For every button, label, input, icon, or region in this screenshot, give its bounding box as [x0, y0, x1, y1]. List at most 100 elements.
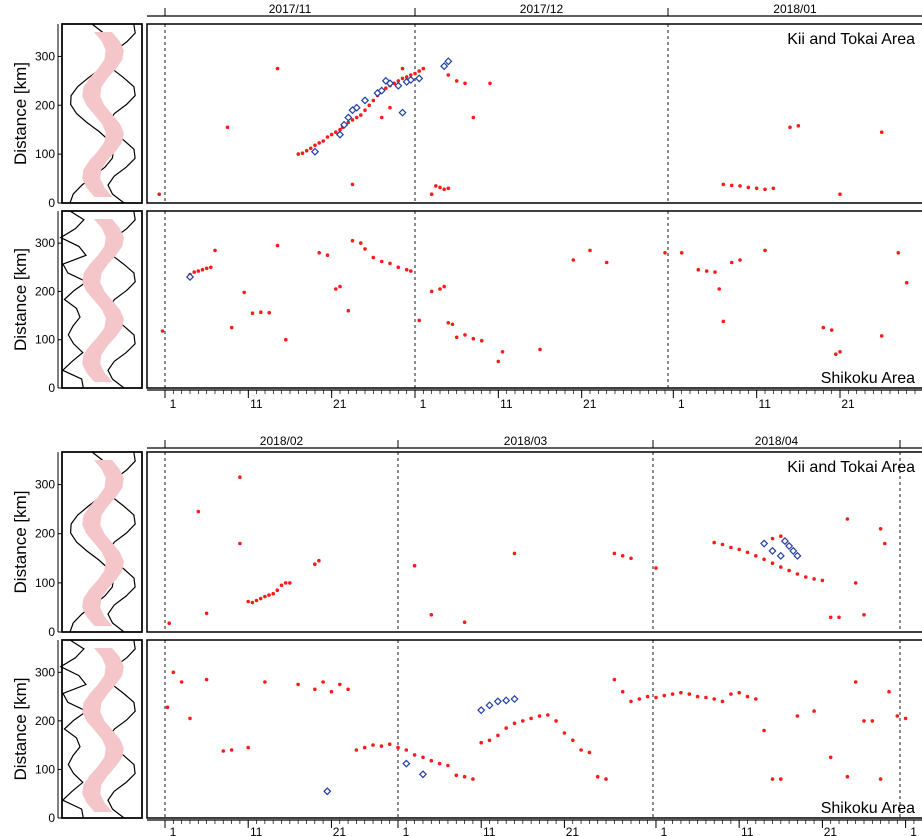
tremor-point — [404, 748, 409, 752]
tremor-point — [367, 103, 372, 108]
tremor-point — [878, 527, 883, 531]
tremor-point — [500, 350, 505, 354]
y-axis-label: Distance [km] — [11, 491, 30, 594]
tremor-point — [283, 581, 288, 585]
vlf-point — [323, 787, 332, 796]
vlf-point — [352, 103, 361, 112]
tremor-point — [275, 588, 280, 592]
tremor-point — [771, 186, 776, 191]
tremor-point — [679, 690, 683, 695]
tremor-point — [188, 716, 192, 721]
tremor-point — [350, 182, 355, 187]
day-tick-label: 1 — [678, 397, 685, 411]
tremor-point — [763, 187, 767, 192]
tremor-point — [704, 695, 708, 700]
tremor-point — [838, 350, 842, 354]
vlf-point — [780, 537, 789, 546]
tremor-point — [421, 66, 426, 71]
tremor-point — [479, 338, 484, 343]
tremor-point — [512, 721, 517, 726]
tremor-point — [417, 69, 422, 73]
tremor-point — [271, 591, 276, 596]
vlf-point — [377, 86, 386, 95]
tremor-point — [363, 247, 367, 251]
tremor-point — [379, 744, 384, 748]
tremor-point — [571, 258, 576, 262]
panel-kii-tokai: 0 100 200 300 Distance [km] Kii and Tokai Are… — [11, 451, 922, 639]
tremor-point — [729, 692, 733, 696]
tremor-point — [363, 108, 367, 112]
tremor-point — [787, 568, 791, 573]
tremor-point — [225, 125, 230, 130]
tremor-point — [267, 310, 272, 315]
tremor-point — [354, 115, 359, 120]
tremor-point — [371, 98, 376, 103]
tremor-point — [538, 347, 542, 352]
tremor-point — [695, 694, 700, 699]
tremor-point — [754, 554, 758, 558]
tremor-point — [221, 749, 226, 753]
tremor-point — [275, 243, 280, 248]
tremor-point — [812, 709, 816, 713]
day-tick-label: 1 — [661, 825, 668, 836]
tremor-point — [779, 777, 783, 781]
tremor-point — [165, 705, 170, 710]
y-tick-label: 200 — [35, 527, 55, 541]
tremor-point — [213, 248, 217, 253]
tremor-point — [812, 577, 816, 581]
tremor-point — [329, 132, 334, 137]
tremor-point — [313, 143, 317, 148]
tremor-point — [359, 113, 363, 117]
tremor-point — [828, 755, 833, 760]
y-tick-label: 300 — [35, 665, 55, 679]
tremor-point — [263, 680, 267, 684]
area-label: Kii and Tokai Area — [787, 31, 915, 48]
tremor-point — [487, 738, 492, 743]
tremor-point — [329, 689, 334, 694]
tremor-point — [529, 716, 533, 721]
tremor-point — [795, 572, 800, 576]
tremor-point — [442, 187, 447, 192]
tremor-point — [895, 714, 900, 718]
day-tick-label: 11 — [741, 825, 754, 836]
tremor-point — [837, 615, 841, 620]
tremor-point — [762, 557, 766, 562]
tremor-zone-map — [82, 460, 124, 626]
tremor-point — [317, 251, 322, 255]
tremor-point — [204, 266, 209, 271]
tremor-point — [904, 280, 909, 285]
tremor-point — [325, 253, 330, 257]
area-label: Shikoku Area — [821, 370, 915, 387]
area-label: Shikoku Area — [821, 800, 915, 817]
tremor-point — [412, 753, 417, 757]
tremor-point — [687, 692, 692, 696]
tremor-point — [429, 758, 434, 763]
day-tick-label: 21 — [566, 825, 580, 836]
tremor-point — [409, 269, 413, 273]
tremor-point — [242, 290, 246, 295]
tremor-point — [346, 308, 351, 313]
tremor-point — [745, 694, 750, 699]
tremor-point — [238, 541, 242, 546]
tremor-point — [587, 750, 592, 755]
day-tick-label: 1 — [170, 397, 177, 411]
tremor-point — [879, 130, 884, 134]
tremor-point — [454, 79, 459, 83]
tremor-point — [317, 141, 322, 145]
tremor-point — [338, 682, 342, 687]
tremor-point — [338, 284, 342, 289]
tremor-point — [712, 540, 716, 545]
day-tick-label: 11 — [758, 397, 771, 411]
tremor-point — [392, 81, 397, 86]
tremor-point — [746, 185, 751, 190]
day-tick-label: 21 — [583, 397, 597, 411]
tremor-point — [737, 690, 741, 695]
tremor-point — [179, 680, 184, 684]
tremor-point — [762, 728, 766, 733]
y-tick-label: 300 — [35, 478, 55, 492]
y-tick-label: 300 — [35, 236, 55, 250]
tremor-point — [438, 287, 442, 291]
tremor-point — [209, 265, 213, 270]
tremor-point — [796, 124, 801, 128]
